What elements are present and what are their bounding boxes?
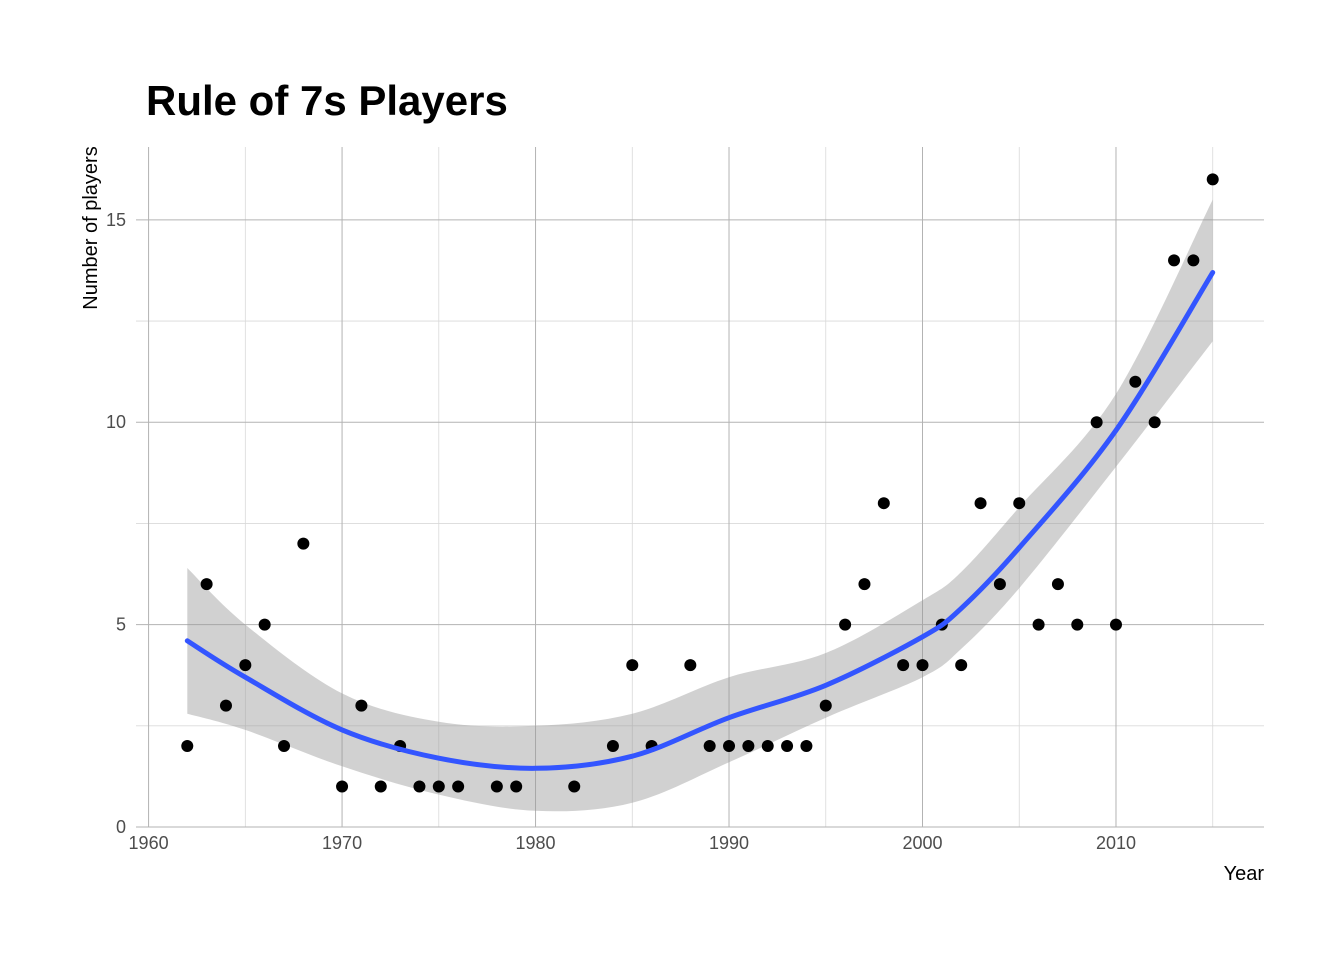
data-point [219, 699, 232, 712]
data-point [568, 780, 581, 793]
confidence-band [187, 199, 1213, 812]
data-point [510, 780, 523, 793]
data-point [626, 659, 639, 672]
data-point [278, 740, 291, 753]
smooth-line-group [184, 270, 1216, 771]
data-point [1013, 497, 1026, 510]
y-tick-label: 10 [106, 412, 126, 432]
y-tick-label: 5 [116, 615, 126, 635]
data-point [200, 578, 213, 591]
smooth-line [184, 270, 1216, 771]
x-tick-label: 1980 [516, 833, 556, 853]
data-point [1129, 375, 1142, 388]
data-point [297, 537, 310, 550]
data-point [1187, 254, 1200, 267]
y-axis-label: Number of players [80, 146, 102, 309]
y-tick-label: 0 [116, 817, 126, 837]
data-point [1206, 173, 1219, 186]
grid-lines [136, 147, 1264, 828]
data-point [413, 780, 426, 793]
x-tick-label: 1970 [322, 833, 362, 853]
data-point [858, 578, 871, 591]
data-point [336, 780, 349, 793]
data-point [993, 578, 1006, 591]
data-point [258, 618, 271, 631]
data-point [1109, 618, 1122, 631]
x-tick-label: 1960 [129, 833, 169, 853]
x-tick-label: 2000 [902, 833, 942, 853]
data-point [877, 497, 890, 510]
data-point [432, 780, 445, 793]
data-point [974, 497, 987, 510]
data-point [684, 659, 697, 672]
data-point [452, 780, 465, 793]
data-point [839, 618, 852, 631]
data-point [703, 740, 716, 753]
data-point [239, 659, 252, 672]
data-point [723, 740, 736, 753]
data-point [1071, 618, 1084, 631]
data-point [1032, 618, 1045, 631]
x-tick-label: 2010 [1096, 833, 1136, 853]
data-point [355, 699, 368, 712]
data-point [819, 699, 832, 712]
data-point [800, 740, 813, 753]
y-tick-label: 15 [106, 210, 126, 230]
data-point [1168, 254, 1181, 267]
data-point [490, 780, 503, 793]
data-point [916, 659, 929, 672]
data-point [181, 740, 194, 753]
x-axis-label: Year [1224, 863, 1265, 885]
data-point [1090, 416, 1103, 429]
data-point [1051, 578, 1064, 591]
confidence-band-area [187, 199, 1213, 812]
chart-title: Rule of 7s Players [146, 77, 508, 124]
data-point [1148, 416, 1161, 429]
data-point [742, 740, 755, 753]
data-point [606, 740, 619, 753]
data-point [761, 740, 774, 753]
data-point [955, 659, 968, 672]
data-point [781, 740, 794, 753]
x-tick-label: 1990 [709, 833, 749, 853]
data-point [374, 780, 387, 793]
tick-labels: 1960 1970 1980 1990 2000 2010 0 5 10 15 [106, 210, 1136, 853]
data-point [897, 659, 910, 672]
